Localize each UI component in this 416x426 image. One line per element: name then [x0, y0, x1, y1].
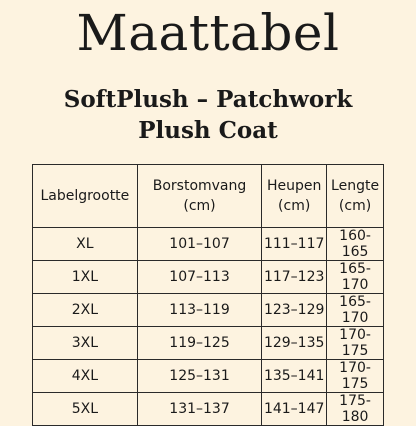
header-text: Lengte	[331, 178, 380, 194]
subtitle-line-2: Plush Coat	[138, 117, 278, 144]
cell-size: 2XL	[32, 293, 138, 327]
page-title: Maattabel	[76, 4, 340, 62]
header-unit: (cm)	[278, 198, 311, 214]
header-label-size: Labelgrootte	[32, 164, 138, 228]
table-row: XL 101–107 111–117 160-165	[32, 227, 384, 261]
cell-chest: 125–131	[136, 359, 263, 393]
cell-chest: 119–125	[136, 326, 263, 360]
cell-hips: 117–123	[261, 260, 328, 294]
cell-hips: 123–129	[261, 293, 328, 327]
cell-hips: 111–117	[261, 227, 328, 261]
cell-hips: 141–147	[261, 392, 328, 426]
cell-length: 165-170	[326, 293, 384, 327]
header-chest: Borstomvang (cm)	[136, 164, 263, 228]
table-header-row: Labelgrootte Borstomvang (cm) Heupen (cm…	[32, 164, 384, 228]
header-text: Borstomvang	[152, 178, 247, 194]
cell-hips: 135–141	[261, 359, 328, 393]
subtitle-line-1: SoftPlush – Patchwork	[63, 86, 353, 113]
table-row: 3XL 119–125 129–135 170-175	[32, 326, 384, 360]
size-table: Labelgrootte Borstomvang (cm) Heupen (cm…	[32, 164, 384, 426]
cell-chest: 113–119	[136, 293, 263, 327]
cell-hips: 129–135	[261, 326, 328, 360]
header-hips: Heupen (cm)	[261, 164, 328, 228]
cell-length: 175-180	[326, 392, 384, 426]
cell-size: 1XL	[32, 260, 138, 294]
cell-length: 165-170	[326, 260, 384, 294]
cell-chest: 131–137	[136, 392, 263, 426]
header-text: Heupen	[266, 178, 322, 194]
header-unit: (cm)	[183, 198, 216, 214]
cell-size: XL	[32, 227, 138, 261]
cell-length: 170-175	[326, 359, 384, 393]
header-text: Labelgrootte	[40, 188, 130, 204]
cell-size: 4XL	[32, 359, 138, 393]
table-row: 1XL 107–113 117–123 165-170	[32, 260, 384, 294]
header-length: Lengte (cm)	[326, 164, 384, 228]
cell-size: 5XL	[32, 392, 138, 426]
cell-length: 170-175	[326, 326, 384, 360]
header-unit: (cm)	[338, 198, 372, 214]
cell-length: 160-165	[326, 227, 384, 261]
table-row: 2XL 113–119 123–129 165-170	[32, 293, 384, 327]
cell-chest: 101–107	[136, 227, 263, 261]
cell-chest: 107–113	[136, 260, 263, 294]
cell-size: 3XL	[32, 326, 138, 360]
table-row: 4XL 125–131 135–141 170-175	[32, 359, 384, 393]
table-row: 5XL 131–137 141–147 175-180	[32, 392, 384, 426]
